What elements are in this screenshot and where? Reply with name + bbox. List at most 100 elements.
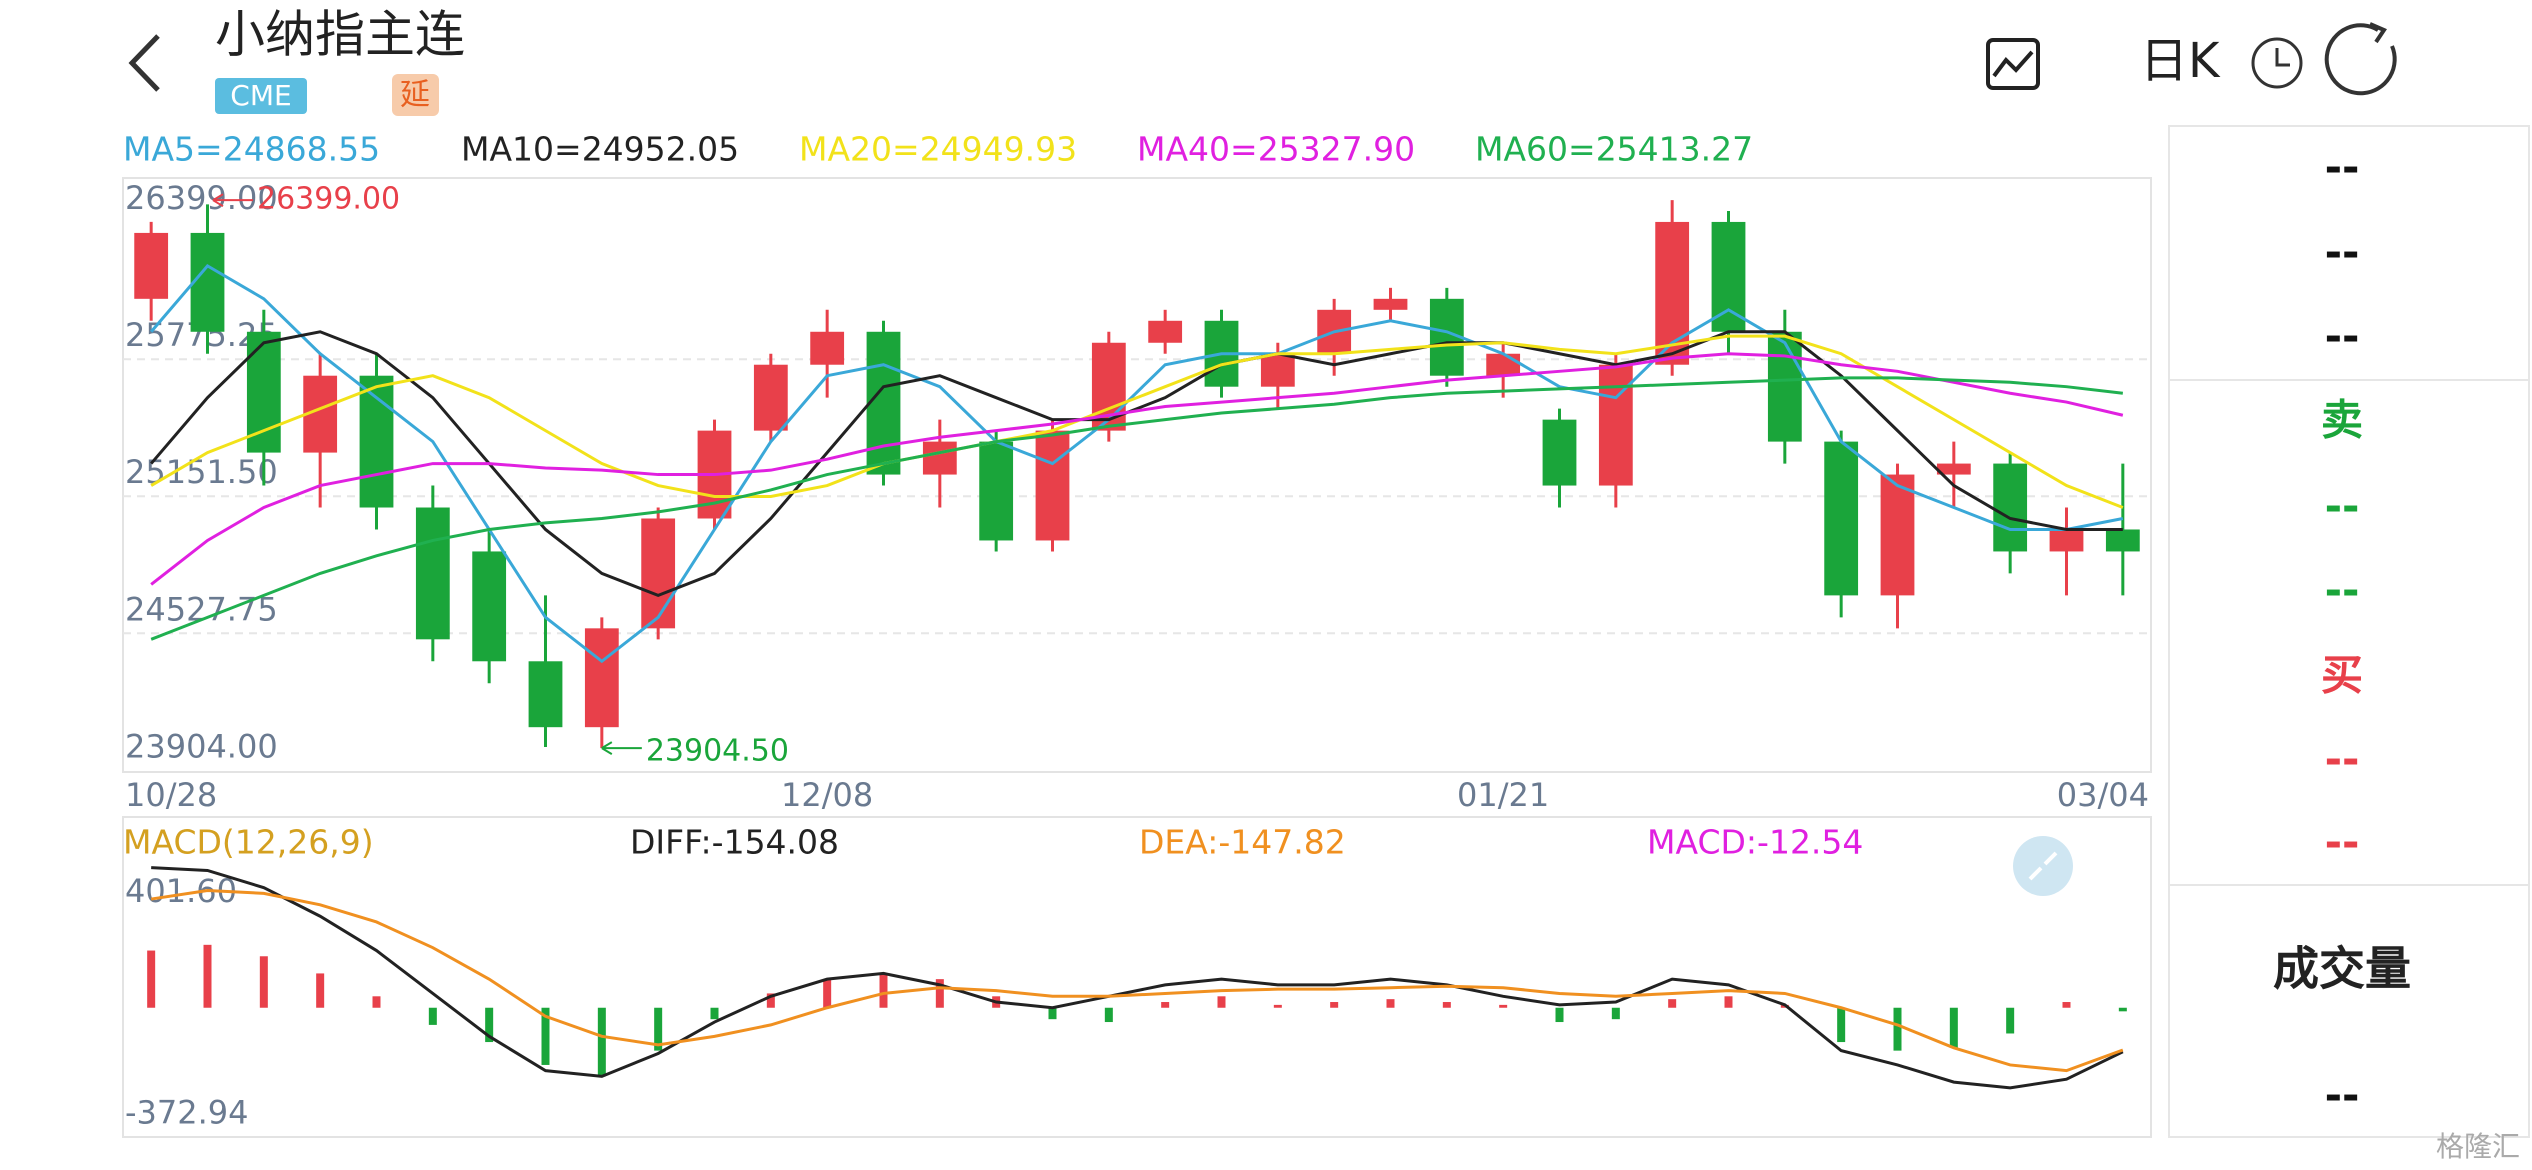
macd-bar: [823, 979, 832, 1008]
y-tick-label: 26399.00: [125, 179, 278, 217]
side-row: --: [2325, 228, 2360, 277]
macd-bar: [1386, 999, 1395, 1008]
x-tick-label: 03/04: [2057, 776, 2149, 814]
macd-bar: [879, 973, 888, 1008]
legend-entry: MA40=25327.90: [1137, 130, 1415, 169]
macd-bar: [1330, 1002, 1339, 1008]
side-row: --: [2325, 735, 2360, 784]
macd-bar: [1611, 1007, 1620, 1020]
candle-body: [866, 331, 901, 475]
y-tick-label: 23904.00: [125, 727, 278, 765]
macd-bar: [766, 993, 775, 1008]
back-button[interactable]: [128, 34, 160, 92]
ma-line: [150, 376, 2124, 641]
refresh-arc: [2324, 23, 2397, 96]
candle-body: [2049, 529, 2084, 552]
macd-bar: [203, 944, 212, 1008]
macd-bar: [1668, 999, 1677, 1008]
candle-body: [1035, 430, 1070, 541]
legend-entry: DIFF:-154.08: [630, 823, 839, 862]
macd-bar: [1724, 996, 1733, 1008]
annotation: 26399.00: [257, 182, 400, 217]
y-tick-label: 25151.50: [125, 453, 278, 491]
macd-bar: [259, 956, 268, 1008]
candle-body: [1486, 353, 1521, 376]
ma-line: [150, 263, 2124, 664]
macd-bar: [2118, 1007, 2127, 1012]
macd-bar: [935, 979, 944, 1008]
macd-bar: [485, 1007, 494, 1043]
candle-body: [1373, 298, 1408, 310]
macd-line: [151, 866, 2124, 1090]
candle-body: [1148, 320, 1183, 343]
side-row: --: [2325, 143, 2360, 192]
macd-bar: [1273, 1004, 1282, 1008]
legend-entry: MACD:-12.54: [1647, 823, 1863, 862]
legend-entry: DEA:-147.82: [1139, 823, 1346, 862]
ma-line: [150, 334, 2124, 509]
x-tick-label: 10/28: [125, 776, 217, 814]
macd-bar: [1104, 1007, 1113, 1023]
candle-body: [528, 661, 563, 728]
macd-bar: [1949, 1007, 1958, 1048]
clock-hands: [2275, 48, 2290, 67]
collapse-icon: [2028, 851, 2058, 881]
macd-bar: [1555, 1007, 1564, 1023]
indicator-icon[interactable]: [1986, 38, 2040, 90]
side-row: --: [2325, 482, 2360, 531]
y-tick-label: -372.94: [125, 1093, 249, 1131]
badge: 延: [400, 78, 430, 113]
macd-bar: [541, 1007, 550, 1065]
side-row: 成交量: [2273, 942, 2411, 996]
macd-line: [150, 888, 2124, 1073]
macd-bar: [1161, 1002, 1170, 1008]
macd-bar: [1217, 996, 1226, 1008]
candle-body: [584, 628, 619, 728]
clock-face: [2251, 37, 2303, 89]
price-plot: [122, 177, 2152, 773]
candle-body: [1711, 221, 1746, 332]
macd-bar: [1837, 1007, 1846, 1043]
badge-bg: [215, 78, 307, 114]
candle-body: [1993, 463, 2028, 552]
macd-bar: [1048, 1007, 1057, 1020]
icon-line: [1992, 50, 2034, 78]
watermark: 格隆汇: [2436, 1130, 2520, 1163]
macd-bar: [2062, 1002, 2071, 1008]
candle-body: [2105, 529, 2140, 552]
badge-bg: [392, 74, 439, 116]
candle-body: [1542, 419, 1577, 486]
side-row: 卖: [2321, 396, 2363, 445]
candle-body: [753, 364, 788, 431]
candle-body: [1598, 364, 1633, 486]
refresh-arrow: [2369, 22, 2387, 44]
annotation-arrow: [212, 193, 253, 208]
badge: CME: [230, 79, 291, 112]
candle-body: [641, 518, 676, 629]
period[interactable]: 日K: [2140, 33, 2221, 89]
candle-body: [810, 331, 845, 365]
macd-bar: [2006, 1007, 2015, 1034]
icon-frame: [1986, 38, 2040, 90]
candle-body: [1936, 463, 1971, 475]
macd-bar: [372, 996, 381, 1008]
candle-body: [190, 232, 225, 332]
refresh-icon[interactable]: [2324, 22, 2397, 96]
side-row: --: [2325, 818, 2360, 867]
legend-entry: MA5=24868.55: [123, 130, 380, 169]
candle-body: [1655, 221, 1690, 365]
macd-bar: [147, 950, 156, 1008]
legend-entry: MA60=25413.27: [1475, 130, 1753, 169]
clock-icon[interactable]: [2251, 37, 2303, 89]
macd-bar: [1499, 1004, 1508, 1008]
title: 小纳指主连: [215, 6, 465, 64]
ma-line: [150, 352, 2124, 586]
macd-bar: [428, 1007, 437, 1025]
candle-body: [1260, 353, 1295, 387]
candle-body: [1880, 474, 1915, 596]
collapse-button[interactable]: [2013, 836, 2073, 896]
legend-entry: MA20=24949.93: [799, 130, 1077, 169]
candle-body: [415, 507, 450, 640]
